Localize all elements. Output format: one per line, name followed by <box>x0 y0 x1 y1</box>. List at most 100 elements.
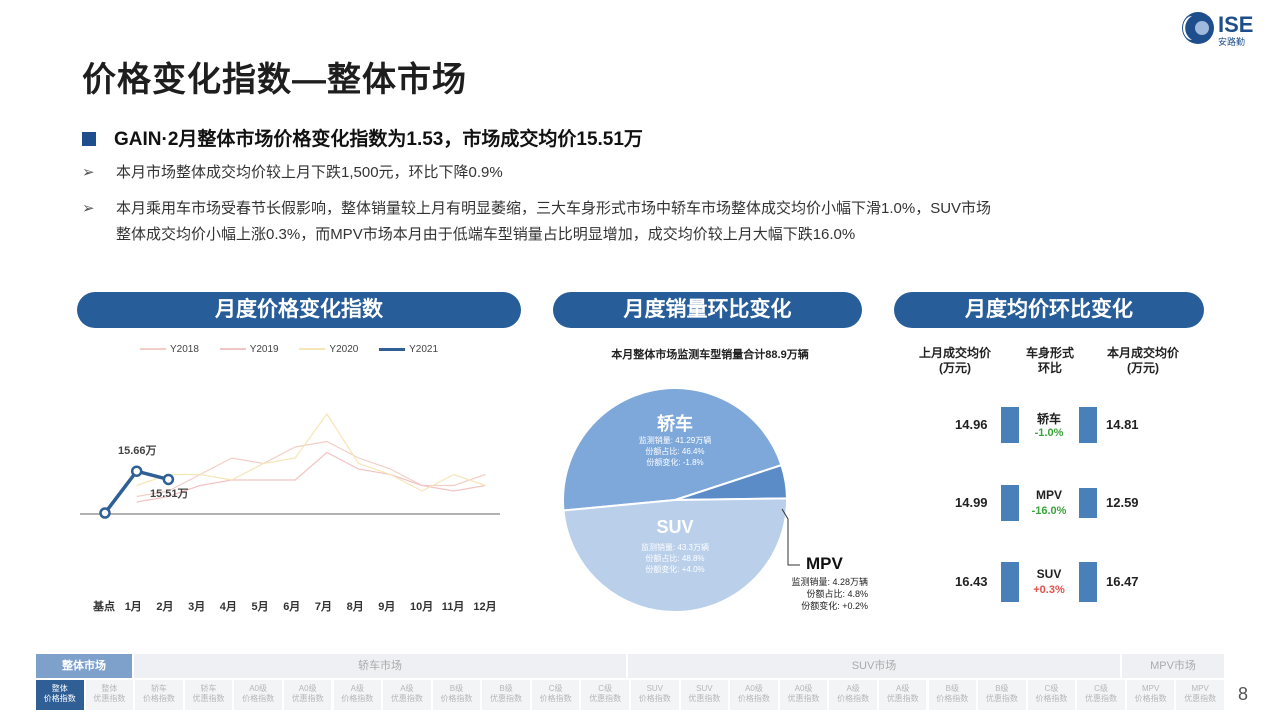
legend-line <box>379 347 406 351</box>
nav-item[interactable]: 整体 价格指数 <box>36 680 84 710</box>
price-index-line-chart <box>80 412 500 519</box>
legend-item: Y2021 <box>379 344 438 355</box>
nav-item-text: B级 <box>499 684 513 693</box>
slice-detail-sedan: 监测销量: 41.29万辆 份额占比: 46.4% 份额变化: -1.8% <box>615 435 735 468</box>
nav-item[interactable]: A0级 价格指数 <box>730 680 778 710</box>
nav-item-text: B级 <box>995 684 1009 693</box>
nav-group-sedan[interactable]: 轿车市场 <box>134 654 626 678</box>
nav-item[interactable]: 整体 优惠指数 <box>85 680 134 710</box>
nav-group-overall[interactable]: 整体市场 <box>36 654 132 678</box>
nav-item[interactable]: B级 价格指数 <box>432 680 481 710</box>
slice-label-suv: SUV <box>656 517 694 537</box>
nav-item[interactable]: B级 优惠指数 <box>978 680 1026 710</box>
col-header-prev-l2: (万元) <box>939 361 971 375</box>
nav-item[interactable]: C级 价格指数 <box>1027 680 1076 710</box>
nav-item-text: MPV <box>1141 684 1160 693</box>
legend-item: Y2018 <box>140 344 199 355</box>
page-number: 8 <box>1238 684 1249 704</box>
x-tick-label: 7月 <box>314 601 333 613</box>
nav-item-text: A级 <box>846 684 860 693</box>
nav-item[interactable]: A0级 优惠指数 <box>283 680 332 710</box>
nav-item[interactable]: B级 价格指数 <box>928 680 977 710</box>
prev-price-value: 16.43 <box>955 574 988 589</box>
col-header-cur: 本月成交均价 (万元) <box>1098 346 1188 376</box>
legend-line <box>140 348 166 351</box>
legend-label: Y2021 <box>409 344 439 355</box>
segment-label: SUV <box>1036 567 1062 581</box>
logo-icon <box>1182 12 1214 44</box>
nav-item[interactable]: A0级 价格指数 <box>234 680 282 710</box>
section-avg-price: 月度均价环比变化 <box>894 292 1204 328</box>
nav-item-text: A0级 <box>794 684 813 693</box>
cur-price-bar <box>1079 407 1097 443</box>
nav-item-text: 价格指数 <box>440 694 473 703</box>
nav-item-text: MPV <box>1191 684 1209 693</box>
nav-item[interactable]: A0级 优惠指数 <box>779 680 828 710</box>
nav-item-text: A0级 <box>745 684 763 693</box>
mpv-sales: 监测销量: 4.28万辆 <box>791 577 868 587</box>
section-sales: 月度销量环比变化 <box>553 292 862 328</box>
col-header-type: 车身形式 环比 <box>1010 346 1090 376</box>
nav-item[interactable]: C级 价格指数 <box>531 680 580 710</box>
nav-item-text: B级 <box>945 684 959 693</box>
nav-item-text: A级 <box>896 684 910 693</box>
annotation-jan: 15.66万 <box>118 445 157 457</box>
nav-item[interactable]: SUV 价格指数 <box>631 680 679 710</box>
nav-group-suv[interactable]: SUV市场 <box>628 654 1120 678</box>
data-point <box>130 465 143 477</box>
nav-item[interactable]: A级 优惠指数 <box>383 680 431 710</box>
col-header-type-l2: 环比 <box>1037 361 1062 375</box>
bottom-navigation: 整体市场 轿车市场 SUV市场 MPV市场整体 价格指数 整体 优惠指数 轿车 价格指数 轿车 优惠… <box>36 654 1226 710</box>
slice-detail-mpv: 监测销量: 4.28万辆 份额占比: 4.8% 份额变化: +0.2% <box>760 576 868 612</box>
change-value: -1.0% <box>1034 427 1064 439</box>
nav-item-text: A级 <box>350 684 364 693</box>
headline: GAIN·2月整体市场价格变化指数为1.53，市场成交均价15.51万 <box>82 124 643 151</box>
nav-item-text: 优惠指数 <box>291 694 324 703</box>
slice-label-sedan: 轿车 <box>657 414 693 434</box>
nav-item[interactable]: A级 优惠指数 <box>878 680 927 710</box>
nav-item[interactable]: A级 价格指数 <box>333 680 382 710</box>
nav-item[interactable]: SUV 优惠指数 <box>680 680 729 710</box>
nav-item-text: 优惠指数 <box>1085 694 1118 703</box>
nav-item-text: 优惠指数 <box>93 694 126 703</box>
nav-item[interactable]: 轿车 优惠指数 <box>184 680 233 710</box>
x-tick-label: 12月 <box>473 601 497 613</box>
x-tick-label: 5月 <box>251 601 269 613</box>
nav-item-text: 价格指数 <box>341 694 374 703</box>
data-point <box>162 473 175 486</box>
series-line-y2018 <box>136 440 486 498</box>
nav-item-text: A0级 <box>298 684 317 693</box>
bullet-text: 本月乘用车市场受春节长假影响，整体销量较上月有明显萎缩，三大车身形式市场中轿车市… <box>116 200 992 217</box>
logo-text: ISE <box>1218 12 1254 37</box>
nav-item-text: 价格指数 <box>638 694 671 703</box>
nav-group-mpv[interactable]: MPV市场 <box>1122 654 1224 678</box>
change-value: -16.0% <box>1031 505 1067 517</box>
nav-item[interactable]: C级 优惠指数 <box>1077 680 1125 710</box>
line-chart-legend: Y2018 Y2019 Y2020 Y2021 <box>140 344 456 355</box>
legend-item: Y2020 <box>299 344 358 355</box>
segment-label: 轿车 <box>1036 412 1061 426</box>
cur-price-value: 12.59 <box>1106 495 1139 510</box>
col-header-prev: 上月成交均价 (万元) <box>910 346 1000 376</box>
nav-item[interactable]: B级 优惠指数 <box>482 680 530 710</box>
nav-item[interactable]: A级 价格指数 <box>829 680 877 710</box>
nav-item-text: A级 <box>400 684 414 693</box>
col-header-cur-l2: (万元) <box>1127 361 1159 375</box>
page-title: 价格变化指数—整体市场 <box>82 61 467 99</box>
bullet-1: ➢ 本月市场整体成交均价较上月下跌1,500元，环比下降0.9% <box>82 160 503 186</box>
mpv-leader-line <box>781 508 800 566</box>
slice-label-mpv: MPV <box>806 554 843 573</box>
nav-item[interactable]: MPV 价格指数 <box>1126 680 1175 710</box>
nav-item[interactable]: C级 优惠指数 <box>581 680 629 710</box>
nav-item[interactable]: 轿车 价格指数 <box>135 680 183 710</box>
col-header-type-l1: 车身形式 <box>1025 346 1074 360</box>
mpv-change: 份额变化: +0.2% <box>801 601 868 611</box>
nav-item-text: B级 <box>449 684 464 693</box>
nav-item[interactable]: MPV 优惠指数 <box>1176 680 1224 710</box>
pie-slice-轿车 <box>562 387 783 512</box>
square-bullet-icon <box>82 132 96 146</box>
bullet-2: ➢ 本月乘用车市场受春节长假影响，整体销量较上月有明显萎缩，三大车身形式市场中轿车… <box>82 196 991 248</box>
data-point <box>99 507 111 519</box>
suv-sales: 监测销量: 43.3万辆 <box>640 543 709 552</box>
nav-item-text: 优惠指数 <box>886 694 919 703</box>
